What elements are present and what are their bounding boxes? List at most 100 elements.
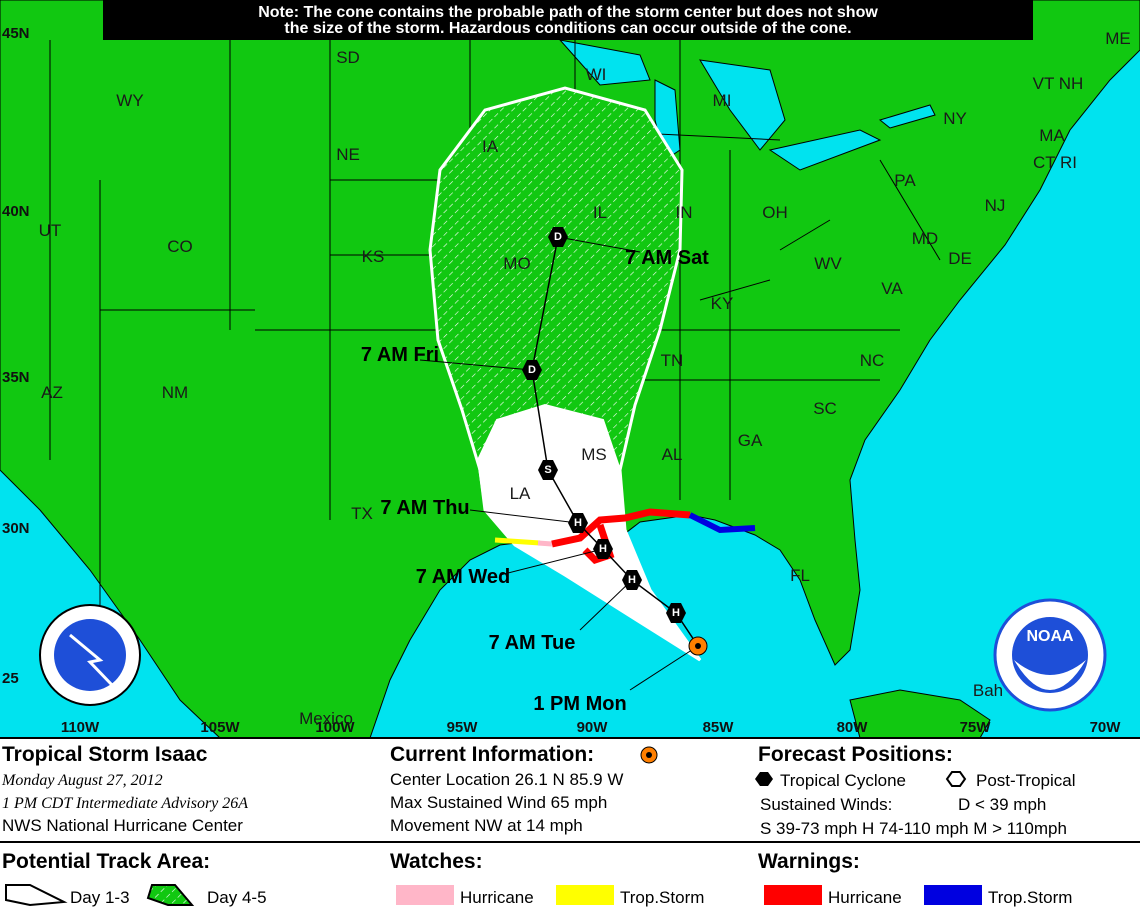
lat-label: 25	[2, 670, 19, 687]
region-label: OH	[762, 203, 788, 222]
position-marker	[593, 539, 613, 559]
watch-label: Trop.Storm	[620, 888, 704, 907]
position-marker	[548, 227, 568, 247]
region-label: MO	[503, 254, 530, 273]
map: NOAA 45N 40N 35N 30N 25 110W 105W 100W 95W 90W 85W…	[0, 0, 1140, 739]
lake	[699, 59, 786, 151]
lat-label: 30N	[2, 520, 30, 537]
lake	[878, 104, 936, 129]
forecast-label: 7 AM Tue	[489, 632, 576, 654]
position-letter: D	[528, 364, 536, 376]
tropical-icon	[755, 772, 773, 786]
region-label: PA	[894, 171, 916, 190]
current-line: Max Sustained Wind 65 mph	[390, 793, 607, 812]
region-label: MS	[581, 445, 607, 464]
forecast-track	[531, 236, 699, 647]
sustained-winds: Sustained Winds:	[760, 795, 892, 814]
region-label: NY	[943, 109, 967, 128]
position-marker	[538, 460, 558, 480]
date: Monday August 27, 2012	[1, 772, 163, 789]
advisory: 1 PM CDT Intermediate Advisory 26A	[2, 795, 248, 812]
position-letter: H	[599, 543, 607, 555]
track-title: Potential Track Area:	[2, 850, 210, 873]
region-label: VT NH	[1033, 74, 1084, 93]
nws-logo	[39, 604, 141, 706]
position-marker	[622, 570, 642, 590]
lon-label: 75W	[960, 719, 992, 736]
region-label: IL	[593, 203, 607, 222]
forecast-title: Forecast Positions:	[758, 743, 953, 766]
note-box	[103, 0, 1033, 40]
day13-label: Day 1-3	[70, 888, 130, 907]
region-label: TN	[661, 351, 684, 370]
hurricane-watch-swatch	[396, 885, 454, 905]
region-label: IN	[676, 203, 693, 222]
region-label: UT	[39, 221, 62, 240]
hurricane-watch	[537, 540, 553, 547]
region-label: MI	[713, 91, 732, 110]
note-line: Note: The cone contains the probable pat…	[258, 4, 878, 21]
post-tropical-icon	[945, 771, 967, 787]
region-label: ME	[1105, 29, 1131, 48]
region-label: WV	[814, 254, 842, 273]
position-letter: H	[628, 574, 636, 586]
position-letter: D	[554, 231, 562, 243]
position-marker	[666, 603, 686, 623]
d-label: D < 39 mph	[958, 795, 1046, 814]
forecast-label: 7 AM Thu	[380, 497, 469, 519]
region-label: FL	[790, 566, 810, 585]
lon-label: 70W	[1090, 719, 1122, 736]
current-icon-dot	[646, 752, 652, 758]
warnings-title: Warnings:	[758, 850, 860, 873]
lon-label: 100W	[315, 719, 355, 736]
region-label: Bah	[973, 681, 1003, 700]
lon-label: 90W	[577, 719, 609, 736]
lat-label: 35N	[2, 369, 30, 386]
post-tropical-label: Post-Tropical	[976, 771, 1076, 790]
legend: Tropical Storm Isaac Monday August 27, 2…	[0, 737, 1140, 907]
lon-label: 80W	[837, 719, 869, 736]
position-marker	[568, 513, 588, 533]
region-label: IA	[482, 137, 499, 156]
forecast-label: 7 AM Wed	[416, 566, 510, 588]
region-label: SD	[336, 48, 360, 67]
trop-storm-watch	[494, 537, 541, 546]
lake	[558, 39, 651, 86]
region-label: GA	[738, 431, 763, 450]
region-label: NJ	[985, 196, 1006, 215]
region-label: Mexico	[299, 709, 353, 728]
position-marker	[522, 360, 542, 380]
lake	[768, 129, 882, 171]
lon-label: 95W	[447, 719, 479, 736]
watches-title: Watches:	[390, 850, 483, 873]
forecast-label: 7 AM Fri	[361, 344, 439, 366]
region-label: CT RI	[1033, 153, 1077, 172]
day45-icon	[146, 884, 195, 906]
region-label: KY	[711, 294, 734, 313]
lon-label: 105W	[200, 719, 240, 736]
day13-icon	[5, 884, 68, 907]
current-line: Center Location 26.1 N 85.9 W	[390, 770, 623, 789]
storm-name: Tropical Storm Isaac	[2, 743, 208, 766]
lon-label: 85W	[703, 719, 735, 736]
watch-label: Hurricane	[460, 888, 534, 907]
region-label: WI	[586, 65, 607, 84]
current-title: Current Information:	[390, 743, 594, 766]
forecast-label: 1 PM Mon	[533, 693, 626, 715]
trop-storm-warning	[688, 512, 756, 534]
region-label: MD	[912, 229, 938, 248]
region-label: TX	[351, 504, 373, 523]
region-label: MA	[1039, 126, 1065, 145]
region-label: WY	[116, 91, 143, 110]
region-label: NC	[860, 351, 885, 370]
current-position-dot	[695, 643, 701, 649]
lat-label: 45N	[2, 25, 30, 42]
trop-storm-watch-swatch	[556, 885, 614, 905]
region-label: KS	[362, 247, 385, 266]
warning-label: Hurricane	[828, 888, 902, 907]
logo-text: NOAA	[1026, 628, 1074, 645]
region-label: SC	[813, 399, 837, 418]
position-letter: H	[672, 607, 680, 619]
center-name: NWS National Hurricane Center	[2, 816, 243, 835]
